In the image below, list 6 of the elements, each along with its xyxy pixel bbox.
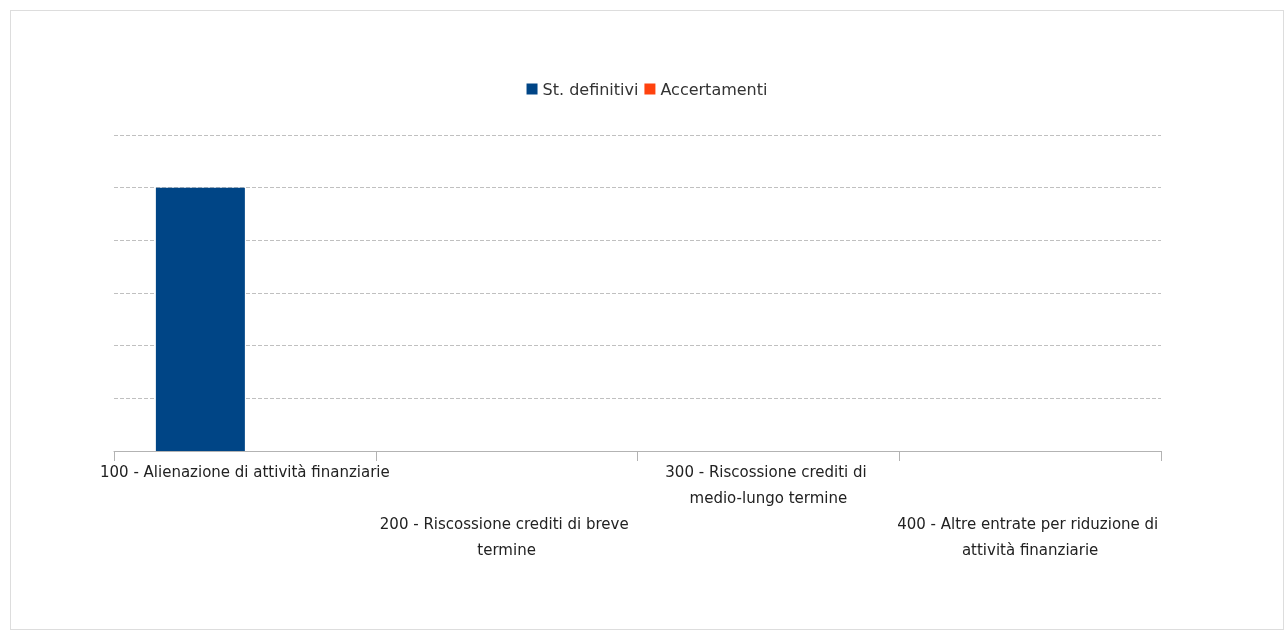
x-tick-label: 100 - Alienazione di attività finanziarie [100,463,390,481]
x-tick-label: 400 - Altre entrate per riduzione di attività finanziarie [897,515,1164,559]
legend-label: Accertamenti [660,79,768,99]
x-tick-label: 200 - Riscossione crediti di breve termine [379,515,634,559]
legend-label: St. definitivi [542,79,639,99]
x-tick-label: 300 - Riscossione crediti di medio-lungo termine [665,463,872,507]
